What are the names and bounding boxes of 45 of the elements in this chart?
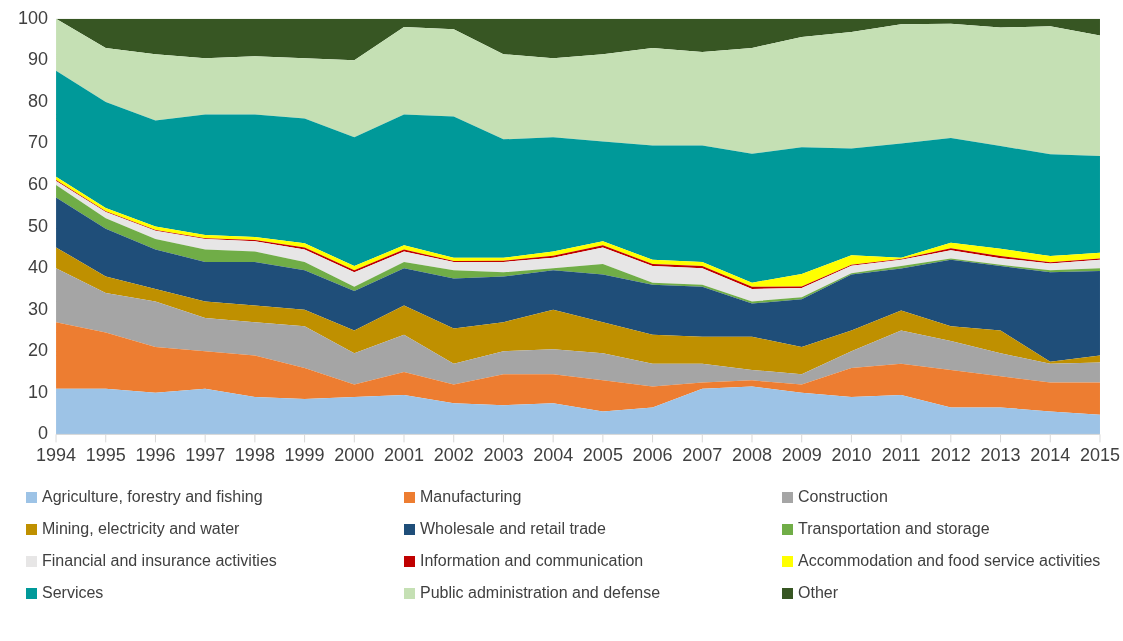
legend-label: Services (42, 584, 104, 602)
x-tick-label: 1994 (36, 445, 77, 466)
legend-label: Agriculture, forestry and fishing (42, 488, 263, 506)
x-tick-label: 2011 (881, 445, 921, 466)
x-tick-label: 2008 (731, 445, 773, 466)
x-tick-label: 1998 (234, 445, 275, 466)
x-tick-label: 2015 (1079, 445, 1120, 466)
legend-label: Information and communication (420, 552, 644, 570)
y-tick-label: 20 (28, 340, 49, 361)
y-tick-label: 80 (28, 90, 49, 111)
y-tick-label: 70 (28, 132, 49, 153)
x-tick-label: 2009 (781, 445, 822, 466)
legend-label: Public administration and defense (420, 584, 661, 602)
y-tick-label: 100 (17, 7, 49, 28)
x-tick-label: 2002 (433, 445, 474, 466)
y-tick-label: 40 (28, 257, 49, 278)
y-tick-label: 60 (28, 174, 49, 195)
legend-label: Transportation and storage (798, 520, 990, 538)
x-tick-label: 2006 (632, 445, 673, 466)
x-tick-label: 1997 (185, 445, 226, 466)
legend-label: Wholesale and retail trade (420, 520, 606, 538)
x-tick-label: 2004 (533, 445, 574, 466)
legend-label: Other (798, 584, 839, 602)
legend-label: Construction (798, 488, 888, 506)
x-tick-label: 1996 (135, 445, 176, 466)
x-tick-label: 2005 (582, 445, 623, 466)
x-tick-label: 2003 (483, 445, 524, 466)
y-tick-label: 30 (28, 298, 49, 319)
x-tick-label: 2001 (383, 445, 425, 466)
y-tick-label: 90 (28, 49, 49, 70)
x-tick-label: 1999 (284, 445, 325, 466)
x-tick-label: 2013 (980, 445, 1021, 466)
x-tick-label: 2010 (831, 445, 872, 466)
legend-label: Mining, electricity and water (42, 520, 240, 538)
legend-label: Accommodation and food service activities (798, 552, 1101, 570)
x-tick-label: 2012 (930, 445, 971, 466)
y-tick-label: 10 (28, 381, 49, 402)
y-tick-label: 0 (38, 423, 49, 444)
x-tick-label: 1995 (85, 445, 126, 466)
legend-label: Manufacturing (420, 488, 522, 506)
x-tick-label: 2007 (682, 445, 723, 466)
legend-label: Financial and insurance activities (42, 552, 277, 570)
y-tick-label: 50 (28, 215, 49, 236)
x-tick-label: 2014 (1030, 445, 1071, 466)
x-tick-label: 2000 (334, 445, 375, 466)
